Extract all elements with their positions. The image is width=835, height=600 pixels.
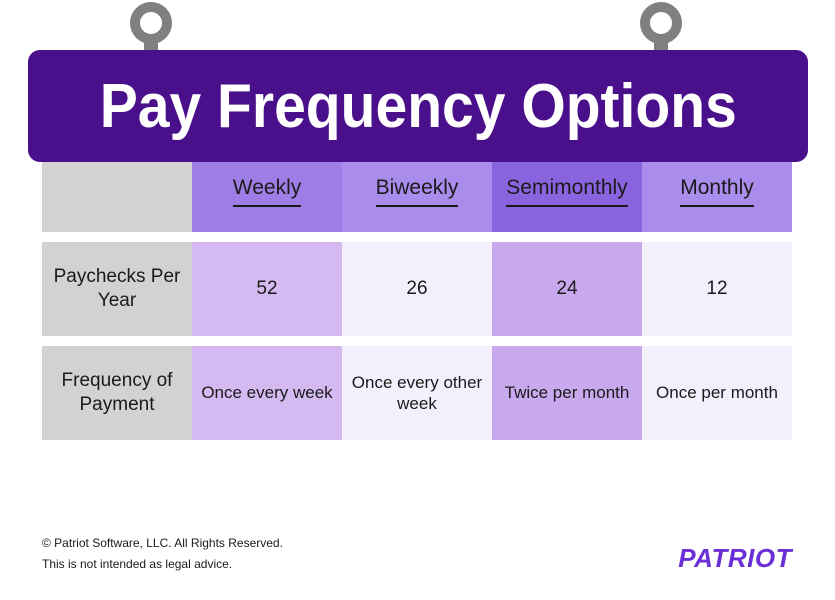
footer: © Patriot Software, LLC. All Rights Rese…: [42, 533, 792, 574]
table-cell: 52: [192, 242, 342, 336]
table-row: Frequency of Payment Once every week Onc…: [42, 346, 792, 440]
table-cell: Once every week: [192, 346, 342, 440]
table-cell: Once every other week: [342, 346, 492, 440]
column-header: Semimonthly: [506, 175, 627, 206]
header-cell: Monthly: [642, 150, 792, 232]
pay-frequency-table: Weekly Biweekly Semimonthly Monthly Payc…: [42, 150, 792, 450]
table-cell: 12: [642, 242, 792, 336]
table-header-row: Weekly Biweekly Semimonthly Monthly: [42, 150, 792, 232]
row-label: Paychecks Per Year: [42, 242, 192, 336]
table-cell: 24: [492, 242, 642, 336]
brand-logo: PATRIOT: [678, 543, 792, 574]
disclaimer-text: This is not intended as legal advice.: [42, 554, 283, 574]
header-empty-cell: [42, 150, 192, 232]
footer-legal: © Patriot Software, LLC. All Rights Rese…: [42, 533, 283, 574]
copyright-text: © Patriot Software, LLC. All Rights Rese…: [42, 533, 283, 553]
column-header: Monthly: [680, 175, 754, 206]
table-cell: 26: [342, 242, 492, 336]
column-header: Weekly: [233, 175, 301, 206]
header-cell: Biweekly: [342, 150, 492, 232]
title-bar: Pay Frequency Options: [28, 50, 808, 162]
row-label: Frequency of Payment: [42, 346, 192, 440]
page-title: Pay Frequency Options: [99, 71, 736, 142]
column-header: Biweekly: [376, 175, 459, 206]
table-cell: Twice per month: [492, 346, 642, 440]
table-cell: Once per month: [642, 346, 792, 440]
table-row: Paychecks Per Year 52 26 24 12: [42, 242, 792, 336]
header-cell: Weekly: [192, 150, 342, 232]
header-cell: Semimonthly: [492, 150, 642, 232]
